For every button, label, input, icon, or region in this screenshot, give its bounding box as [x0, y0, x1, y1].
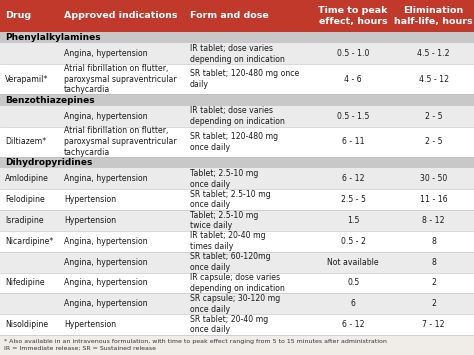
- Bar: [0, 32, 474, 43]
- Text: Angina, hypertension: Angina, hypertension: [64, 258, 148, 267]
- Bar: [0, 157, 474, 168]
- Text: Hypertension: Hypertension: [64, 216, 117, 225]
- Bar: [0, 189, 474, 210]
- Text: 4.5 - 12: 4.5 - 12: [419, 75, 449, 84]
- Text: Nifedipine: Nifedipine: [5, 278, 45, 288]
- Text: 8: 8: [431, 258, 436, 267]
- Text: Angina, hypertension: Angina, hypertension: [64, 112, 148, 121]
- Text: SR tablet; 120-480 mg once
daily: SR tablet; 120-480 mg once daily: [190, 69, 299, 89]
- Text: Angina, hypertension: Angina, hypertension: [64, 49, 148, 58]
- Text: 2 - 5: 2 - 5: [425, 112, 442, 121]
- Text: Nisoldipine: Nisoldipine: [5, 320, 48, 329]
- Text: 6 - 12: 6 - 12: [342, 320, 365, 329]
- Text: Angina, hypertension: Angina, hypertension: [64, 237, 148, 246]
- Text: Felodipine: Felodipine: [5, 195, 45, 204]
- Text: 0.5 - 2: 0.5 - 2: [341, 237, 365, 246]
- Text: 6: 6: [351, 299, 356, 308]
- Text: 6 - 12: 6 - 12: [342, 174, 365, 183]
- Text: IR tablet; 20-40 mg
times daily: IR tablet; 20-40 mg times daily: [190, 231, 265, 251]
- Bar: [0, 293, 474, 314]
- Text: 11 - 16: 11 - 16: [420, 195, 447, 204]
- Text: 0.5 - 1.0: 0.5 - 1.0: [337, 49, 369, 58]
- Text: Atrial fibrillation on flutter,
paroxysmal supraventricular
tachycardia: Atrial fibrillation on flutter, paroxysm…: [64, 126, 177, 157]
- Text: Dihydropyridines: Dihydropyridines: [5, 158, 92, 167]
- Text: Phenylalkylamines: Phenylalkylamines: [5, 33, 100, 42]
- Bar: [0, 43, 474, 64]
- Text: Form and dose: Form and dose: [190, 11, 269, 20]
- Text: Amlodipine: Amlodipine: [5, 174, 49, 183]
- Text: * Also available in an intravenous formulation, with time to peak effect ranging: * Also available in an intravenous formu…: [4, 339, 387, 351]
- Text: SR tablet; 120-480 mg
once daily: SR tablet; 120-480 mg once daily: [190, 132, 278, 152]
- Text: Tablet; 2.5-10 mg
once daily: Tablet; 2.5-10 mg once daily: [190, 169, 258, 189]
- Text: Nicardipine*: Nicardipine*: [5, 237, 53, 246]
- Text: Hypertension: Hypertension: [64, 320, 117, 329]
- Bar: [0, 106, 474, 127]
- Text: 0.5 - 1.5: 0.5 - 1.5: [337, 112, 369, 121]
- Text: 7 - 12: 7 - 12: [422, 320, 445, 329]
- Text: Diltiazem*: Diltiazem*: [5, 137, 46, 146]
- Bar: [0, 64, 474, 94]
- Text: 8: 8: [431, 237, 436, 246]
- Text: 0.5: 0.5: [347, 278, 359, 288]
- Bar: [0, 335, 474, 355]
- Bar: [0, 94, 474, 106]
- Text: 6 - 11: 6 - 11: [342, 137, 365, 146]
- Text: SR capsule; 30-120 mg
once daily: SR capsule; 30-120 mg once daily: [190, 294, 280, 313]
- Text: SR tablet; 2.5-10 mg
once daily: SR tablet; 2.5-10 mg once daily: [190, 190, 271, 209]
- Text: Time to peak
effect, hours: Time to peak effect, hours: [319, 6, 388, 26]
- Bar: [0, 168, 474, 189]
- Text: Isradipine: Isradipine: [5, 216, 44, 225]
- Bar: [0, 273, 474, 293]
- Text: Atrial fibrillation on flutter,
paroxysmal supraventricular
tachycardia: Atrial fibrillation on flutter, paroxysm…: [64, 64, 177, 94]
- Text: SR tablet; 60-120mg
once daily: SR tablet; 60-120mg once daily: [190, 252, 271, 272]
- Text: Drug: Drug: [5, 11, 31, 20]
- Text: Approved indications: Approved indications: [64, 11, 178, 20]
- Text: 2: 2: [431, 278, 436, 288]
- Bar: [0, 127, 474, 157]
- Text: 30 - 50: 30 - 50: [420, 174, 447, 183]
- Text: Benzothiazepines: Benzothiazepines: [5, 95, 95, 104]
- Text: Tablet; 2.5-10 mg
twice daily: Tablet; 2.5-10 mg twice daily: [190, 211, 258, 230]
- Text: Not available: Not available: [328, 258, 379, 267]
- Text: Verapamil*: Verapamil*: [5, 75, 48, 84]
- Text: Angina, hypertension: Angina, hypertension: [64, 299, 148, 308]
- Text: 2 - 5: 2 - 5: [425, 137, 442, 146]
- Text: Angina, hypertension: Angina, hypertension: [64, 278, 148, 288]
- Bar: [0, 0, 474, 32]
- Bar: [0, 210, 474, 231]
- Bar: [0, 231, 474, 252]
- Text: IR capsule; dose varies
depending on indication: IR capsule; dose varies depending on ind…: [190, 273, 285, 293]
- Text: Angina, hypertension: Angina, hypertension: [64, 174, 148, 183]
- Text: Elimination
half-life, hours: Elimination half-life, hours: [394, 6, 473, 26]
- Text: IR tablet; dose varies
depending on indication: IR tablet; dose varies depending on indi…: [190, 106, 285, 126]
- Text: SR tablet; 20-40 mg
once daily: SR tablet; 20-40 mg once daily: [190, 315, 268, 334]
- Bar: [0, 314, 474, 335]
- Text: Hypertension: Hypertension: [64, 195, 117, 204]
- Text: 1.5: 1.5: [347, 216, 359, 225]
- Bar: [0, 252, 474, 273]
- Text: 2: 2: [431, 299, 436, 308]
- Text: IR tablet; dose varies
depending on indication: IR tablet; dose varies depending on indi…: [190, 44, 285, 64]
- Text: 8 - 12: 8 - 12: [422, 216, 445, 225]
- Text: 4 - 6: 4 - 6: [344, 75, 362, 84]
- Text: 4.5 - 1.2: 4.5 - 1.2: [418, 49, 450, 58]
- Text: 2.5 - 5: 2.5 - 5: [341, 195, 365, 204]
